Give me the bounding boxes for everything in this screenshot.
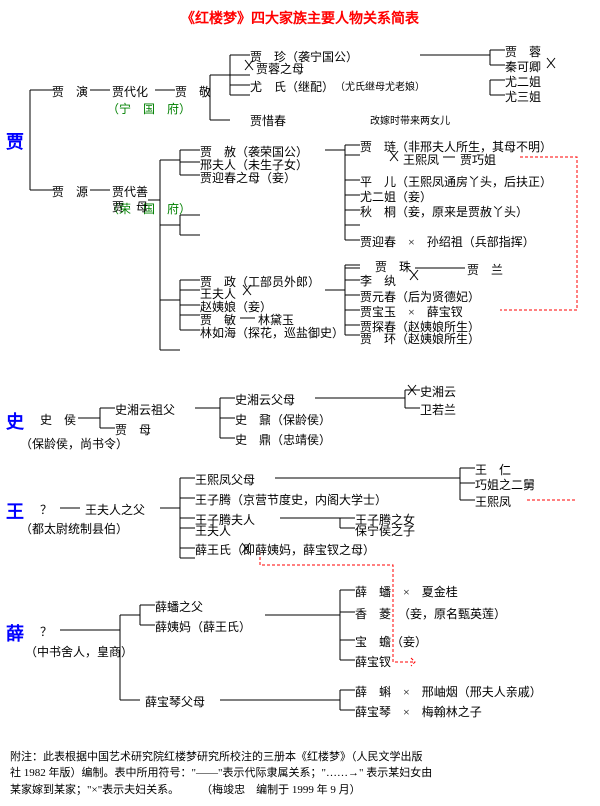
xueke: 薛 蝌 × 邢岫烟（邢夫人亲戚）: [355, 683, 542, 700]
xuebaoqin: 薛宝琴 × 梅翰林之子: [355, 703, 482, 720]
baoninghouzhizi: 保宁侯之子: [355, 522, 415, 539]
xueq: ？: [40, 623, 52, 640]
youshi: 尤 氏（继配）: [250, 78, 334, 95]
shihou: 史 侯: [40, 411, 76, 428]
footnote-line2: 社 1982 年版）编制。表中所用符号："——"表示代际隶属关系；"……→" 表…: [10, 767, 432, 779]
shihounnote: （保龄侯，尚书令）: [20, 435, 128, 452]
footnote: 附注：此表根据中国艺术研究院红楼梦研究所校注的三册本《红楼梦》（人民文学出版 社…: [10, 749, 590, 799]
footnote-line3: 某家嫁到某家；"×"表示夫妇关系。 （梅竣忠 编制于 1999 年 9 月）: [10, 784, 361, 796]
jiadaihua: 贾代化: [112, 83, 148, 100]
jiarongmu: 贾蓉之母: [256, 60, 304, 77]
weiruolan: 卫若兰: [420, 401, 456, 418]
wangxifeng: 王熙凤: [403, 151, 439, 168]
xuebaochai: 薛宝钗: [355, 653, 391, 670]
wangfurenzhifu: 王夫人之父: [85, 501, 145, 518]
shixiangyunfumu: 史湘云父母: [235, 391, 295, 408]
xichunnote: 改嫁时带来两女儿: [370, 112, 450, 127]
yousanjie: 尤三姐: [505, 88, 541, 105]
linruhai: 林如海（探花，巡盐御史）: [200, 324, 344, 341]
jiaxichun: 贾惜春: [250, 112, 286, 129]
liwan: 李 纨: [360, 272, 396, 289]
wangxifeng2: 王熙凤: [475, 493, 511, 510]
wangqnote: （都太尉统制县伯）: [20, 520, 128, 537]
jiahuan: 贾 环（赵姨娘所生）: [360, 330, 480, 347]
xianglian: 香 菱: [355, 605, 391, 622]
xiangliannote: （妾，原名甄英莲）: [398, 605, 506, 622]
baochan: 宝 蟾（妾）: [355, 633, 427, 650]
shinai: 史 鼐（保龄侯）: [235, 411, 331, 428]
jiajing: 贾 敬: [175, 83, 211, 100]
jiayan: 贾 演: [52, 83, 88, 100]
youshinote: （尤氏继母尤老娘）: [335, 78, 425, 93]
shixiangyunzufu: 史湘云祖父: [115, 401, 175, 418]
jiayingchun: 贾迎春 × 孙绍祖（兵部指挥）: [360, 233, 535, 250]
shixiangyun: 史湘云: [420, 383, 456, 400]
jiayuan: 贾 源: [52, 183, 88, 200]
shiding: 史 鼎（忠靖侯）: [235, 431, 331, 448]
xuepanzhifu: 薛蟠之父: [155, 598, 203, 615]
jialian: 贾 琏（非邢夫人所生，其母不明）: [360, 138, 552, 155]
xueqnote: （中书舍人，皇商）: [25, 643, 133, 660]
family-jia: 贾: [6, 128, 24, 154]
xuebaoqinfumu: 薛宝琴父母: [145, 693, 205, 710]
house-ning: （宁 国 府）: [107, 100, 191, 117]
xuepan: 薛 蟠 × 夏金桂: [355, 583, 458, 600]
family-xue: 薛: [6, 620, 24, 646]
jiamu2: 贾 母: [115, 421, 151, 438]
yingchunmu: 贾迎春之母（妾）: [200, 169, 296, 186]
wangq: ？: [40, 501, 52, 518]
wangfuren2: 王夫人: [195, 522, 231, 539]
qiutong: 秋 桐（妾，原来是贾赦丫头）: [360, 203, 528, 220]
jiamu: 贾 母: [112, 198, 148, 215]
xueyima: 薛姨妈（薛王氏）: [155, 618, 251, 635]
family-shi: 史: [6, 408, 24, 434]
jiaqiaojie: 贾巧姐: [460, 151, 496, 168]
wangziteng: 王子腾（京营节度史，内阁大学士）: [195, 491, 387, 508]
wangxifengfumu: 王熙凤父母: [195, 471, 255, 488]
jialan: 贾 兰: [467, 261, 503, 278]
xuewangshi: 薛王氏（即薛姨妈，薛宝钗之母）: [195, 541, 375, 558]
footnote-line1: 附注：此表根据中国艺术研究院红楼梦研究所校注的三册本《红楼梦》（人民文学出版: [10, 751, 423, 763]
qiaojieeryi: 巧姐之二舅: [475, 476, 535, 493]
